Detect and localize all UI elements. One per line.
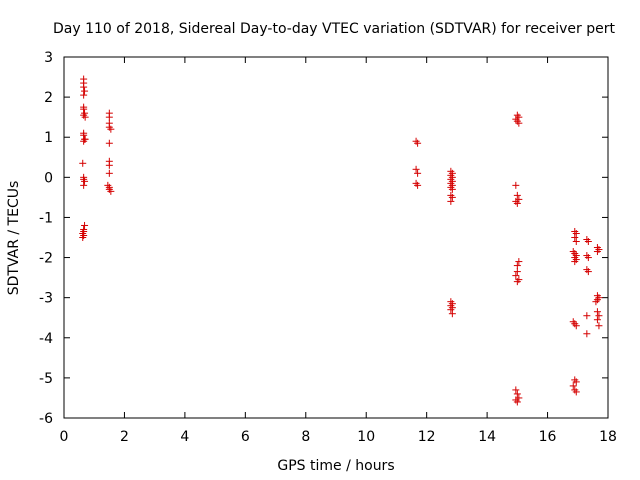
data-point (512, 181, 520, 189)
y-axis-label: SDTVAR / TECUs (6, 181, 22, 296)
data-point (595, 312, 603, 320)
y-tick-label: -4 (39, 331, 53, 347)
data-point (584, 238, 592, 246)
data-point (584, 254, 592, 262)
y-tick-label: 0 (44, 170, 53, 186)
data-point (105, 161, 113, 169)
data-point (80, 181, 88, 189)
data-point (513, 268, 521, 276)
data-point (592, 298, 600, 306)
data-point (572, 388, 580, 396)
data-point (572, 322, 580, 330)
data-point (105, 113, 113, 121)
data-point (448, 185, 456, 193)
x-tick-label: 4 (180, 429, 189, 445)
data-point (81, 87, 89, 95)
data-point (105, 139, 113, 147)
data-point (80, 131, 88, 139)
y-tick-label: -6 (39, 411, 53, 427)
x-tick-label: 0 (60, 429, 69, 445)
x-tick-label: 8 (301, 429, 310, 445)
data-point (414, 181, 422, 189)
data-point (569, 382, 577, 390)
data-point (515, 119, 523, 127)
data-point (79, 234, 87, 241)
data-point (447, 197, 455, 205)
data-points (79, 75, 603, 406)
x-tick-label: 16 (539, 429, 557, 445)
chart-title: Day 110 of 2018, Sidereal Day-to-day VTE… (53, 21, 615, 37)
data-point (513, 278, 521, 286)
data-point (513, 390, 521, 398)
x-tick-label: 2 (120, 429, 129, 445)
data-point (595, 322, 603, 330)
y-tick-label: -3 (39, 291, 53, 307)
data-point (105, 169, 113, 177)
data-point (512, 272, 520, 280)
data-point (81, 221, 89, 229)
data-point (81, 135, 89, 143)
data-point (107, 125, 115, 133)
data-point (414, 139, 422, 147)
data-point (513, 262, 521, 270)
x-axis-label: GPS time / hours (277, 458, 394, 474)
y-tick-label: 2 (44, 90, 53, 106)
data-point (571, 258, 579, 266)
data-point (593, 248, 601, 256)
data-point (414, 169, 422, 177)
x-tick-label: 6 (241, 429, 250, 445)
data-point (80, 105, 88, 113)
data-point (583, 312, 591, 320)
data-point (448, 310, 456, 318)
data-point (412, 165, 420, 173)
x-tick-label: 14 (478, 429, 496, 445)
y-tick-label: -2 (39, 251, 53, 267)
x-tick-label: 12 (418, 429, 436, 445)
y-tick-label: 3 (44, 50, 53, 66)
data-point (593, 308, 601, 316)
x-tick-label: 10 (357, 429, 375, 445)
data-point (513, 199, 521, 207)
data-point (107, 187, 115, 195)
data-point (80, 83, 88, 91)
plot-frame (63, 56, 609, 419)
data-point (513, 191, 521, 199)
y-tick-label: 1 (44, 130, 53, 146)
data-point (512, 386, 520, 394)
data-point (81, 177, 89, 185)
data-point (447, 306, 455, 314)
data-point (571, 234, 579, 241)
data-point (515, 258, 523, 266)
y-tick-label: -5 (39, 371, 53, 387)
data-point (572, 238, 580, 246)
data-point (572, 378, 580, 386)
data-point (583, 330, 591, 338)
data-point (81, 113, 89, 121)
data-point (572, 229, 580, 237)
data-point (584, 268, 592, 276)
y-tick-label: -1 (39, 210, 53, 226)
data-point (593, 316, 601, 324)
data-point (448, 193, 456, 201)
data-point (80, 91, 88, 99)
data-point (79, 159, 87, 167)
data-point (513, 398, 521, 406)
x-tick-label: 18 (599, 429, 617, 445)
